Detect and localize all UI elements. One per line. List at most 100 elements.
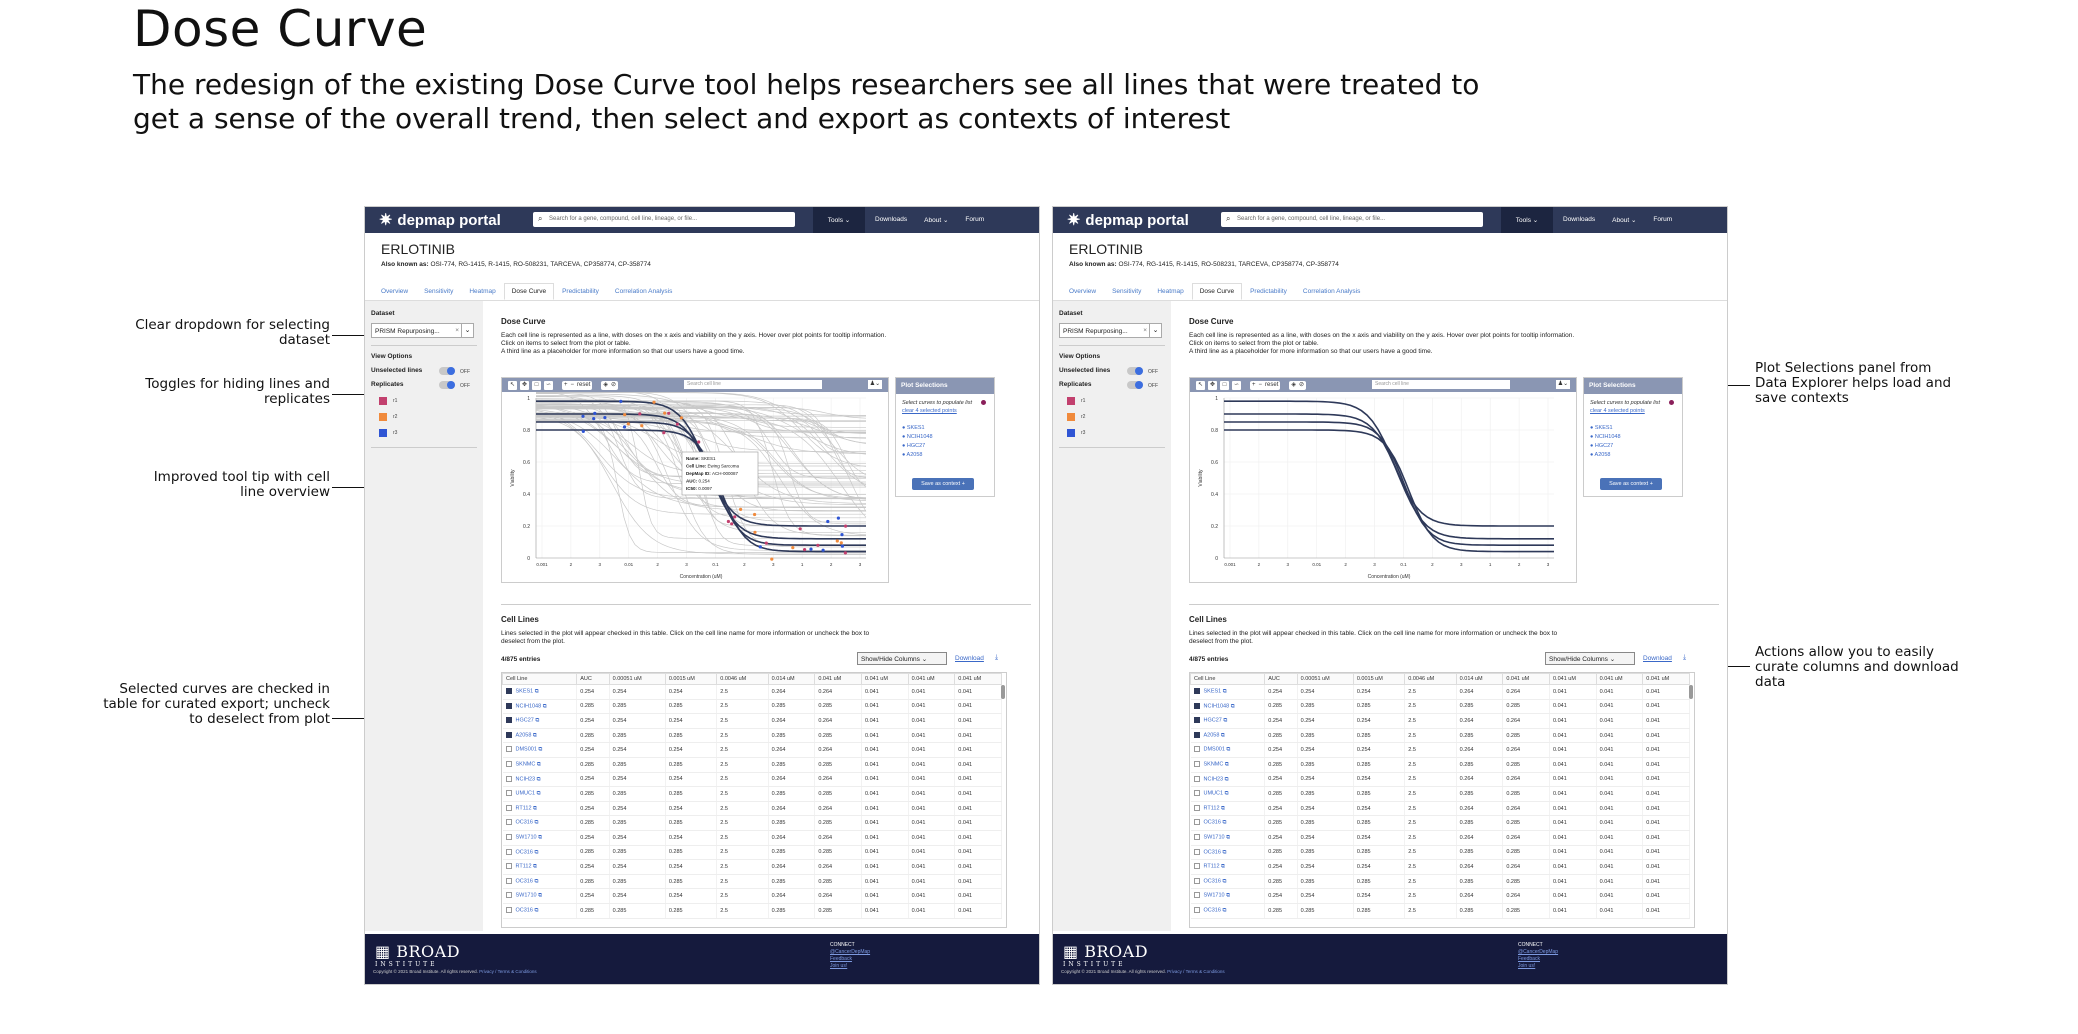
download-icon[interactable]: ⤓ — [1683, 654, 1687, 661]
tab-sensitivity[interactable]: Sensitivity — [1112, 288, 1142, 295]
column-header[interactable]: AUC — [1264, 673, 1298, 685]
save-as-context-button[interactable]: Save as context + — [912, 478, 974, 490]
replicate-point[interactable] — [791, 546, 795, 550]
tab-predictability[interactable]: Predictability — [1250, 288, 1287, 295]
row-checkbox[interactable] — [1193, 746, 1200, 753]
feedback-link[interactable]: Feedback — [830, 956, 852, 962]
replicate-point[interactable] — [843, 551, 847, 555]
row-checkbox[interactable] — [505, 892, 512, 899]
row-checkbox[interactable] — [1193, 834, 1200, 840]
cell-line-link[interactable]: SKNMC — [515, 761, 536, 768]
row-checkbox[interactable] — [1193, 848, 1200, 855]
cell-line-link[interactable]: RT112 — [1203, 863, 1220, 870]
column-header[interactable]: 0.041 uM — [860, 673, 909, 685]
lasso-select-icon[interactable]: ∽ — [1232, 380, 1241, 390]
cell-line-link[interactable]: OC316 — [1203, 849, 1221, 856]
unselected-lines-toggle[interactable] — [439, 367, 455, 375]
cell-line-link[interactable]: SKES1 — [1203, 688, 1222, 695]
user-menu-icon[interactable]: ♟⌄ — [1556, 380, 1570, 389]
chevron-down-icon[interactable]: ⌄ — [1149, 324, 1161, 337]
tab-correlation-analysis[interactable]: Correlation Analysis — [1302, 288, 1361, 295]
replicate-point[interactable] — [840, 544, 844, 548]
column-header[interactable]: 0.00051 uM — [608, 673, 666, 685]
cell-line-link[interactable]: OC316 — [1203, 878, 1221, 885]
show-hide-columns-dropdown[interactable]: Show/Hide Columns ⌄ — [1545, 652, 1635, 665]
replicate-point[interactable] — [826, 519, 830, 524]
replicate-point[interactable] — [770, 557, 774, 561]
reset-zoom-button[interactable]: reset — [577, 381, 591, 388]
cell-line-link[interactable]: A2058 — [515, 732, 532, 739]
nav-about-menu[interactable]: About ⌄ — [924, 217, 949, 224]
selected-curve[interactable] — [1224, 413, 1554, 540]
replicate-point[interactable] — [753, 512, 757, 517]
cell-line-link[interactable]: UMUC1 — [515, 790, 536, 797]
download-link[interactable]: Download — [1643, 655, 1672, 662]
join-us-link[interactable]: Join us! — [830, 963, 848, 969]
nav-forum-link[interactable]: Forum — [1653, 216, 1673, 223]
replicate-point[interactable] — [603, 416, 607, 420]
tag-icon[interactable]: ◈ — [1291, 381, 1296, 388]
row-checkbox[interactable] — [505, 790, 512, 797]
row-checkbox[interactable] — [505, 761, 512, 768]
replicate-point[interactable] — [593, 411, 597, 415]
cell-line-link[interactable]: SKNMC — [1203, 761, 1224, 768]
unselected-curve[interactable] — [536, 407, 867, 512]
cell-line-link[interactable]: NCIH23 — [1203, 776, 1224, 783]
tab-predictability[interactable]: Predictability — [562, 288, 599, 295]
cell-line-link[interactable]: DMS001 — [515, 746, 537, 753]
table-scrollbar[interactable] — [1001, 685, 1005, 699]
row-checkbox[interactable] — [1193, 906, 1200, 913]
row-checkbox[interactable] — [1193, 877, 1200, 884]
zoom-out-icon[interactable]: − — [1258, 381, 1263, 388]
cell-line-link[interactable]: SW1710 — [515, 834, 537, 841]
download-icon[interactable]: ⤓ — [995, 654, 999, 661]
unselected-curve[interactable] — [536, 411, 866, 428]
chevron-down-icon[interactable]: ⌄ — [461, 324, 473, 337]
row-checkbox[interactable] — [1193, 819, 1200, 826]
clear-dataset-icon[interactable]: × — [1143, 327, 1147, 334]
replicate-point[interactable] — [675, 422, 679, 426]
row-checkbox[interactable] — [505, 804, 512, 811]
plot-search-input[interactable]: Search cell line — [684, 380, 822, 389]
clear-selected-link[interactable]: clear 4 selected points — [902, 408, 957, 414]
replicate-point[interactable] — [697, 440, 701, 444]
column-header[interactable]: 0.0015 uM — [664, 673, 718, 685]
selected-item[interactable]: ● A2058 — [1590, 452, 1611, 458]
row-checkbox[interactable] — [505, 731, 512, 738]
cell-line-link[interactable]: A2058 — [1203, 732, 1220, 739]
lasso-select-icon[interactable]: ∽ — [544, 380, 553, 390]
row-checkbox[interactable] — [1193, 702, 1200, 709]
pan-tool-icon[interactable]: ✥ — [1208, 380, 1217, 390]
zoom-in-icon[interactable]: + — [1252, 381, 1256, 388]
pan-tool-icon[interactable]: ✥ — [520, 380, 529, 390]
tab-heatmap[interactable]: Heatmap — [1157, 288, 1184, 295]
unselected-curve[interactable] — [535, 393, 866, 422]
cell-line-link[interactable]: OC316 — [515, 819, 533, 826]
column-header[interactable]: 0.00051 uM — [1296, 673, 1354, 685]
row-checkbox[interactable] — [505, 906, 512, 913]
cell-line-link[interactable]: HGC27 — [1203, 717, 1222, 724]
column-header[interactable]: 0.041 uM — [954, 673, 1002, 685]
unselected-lines-toggle[interactable] — [1127, 367, 1143, 375]
row-checkbox[interactable] — [505, 863, 512, 870]
cell-line-link[interactable]: SW1710 — [515, 892, 537, 899]
replicate-point[interactable] — [844, 524, 848, 528]
row-checkbox[interactable] — [505, 688, 512, 695]
broad-institute-logo[interactable]: ▦ BROAD INSTITUTE — [1063, 942, 1149, 968]
column-header[interactable]: 0.041 uM — [814, 673, 862, 685]
depmap-logo[interactable]: ✷ depmap portal — [1067, 211, 1189, 230]
nav-tools-menu[interactable]: Tools ⌄ — [1501, 207, 1553, 233]
unselected-curve[interactable] — [536, 404, 866, 519]
replicate-point[interactable] — [640, 424, 644, 428]
replicate-point[interactable] — [622, 425, 627, 429]
zoom-in-icon[interactable]: + — [564, 381, 568, 388]
join-us-link[interactable]: Join us! — [1518, 963, 1536, 969]
nav-about-menu[interactable]: About ⌄ — [1612, 217, 1637, 224]
dataset-dropdown[interactable]: PRISM Repurposing... × ⌄ — [371, 323, 474, 338]
unselected-curve[interactable] — [535, 413, 866, 555]
replicate-point[interactable] — [619, 399, 623, 403]
selected-item[interactable]: ● HGC27 — [1590, 443, 1614, 449]
nav-forum-link[interactable]: Forum — [965, 216, 985, 223]
depmap-logo[interactable]: ✷ depmap portal — [379, 211, 501, 230]
tab-overview[interactable]: Overview — [1069, 288, 1097, 295]
